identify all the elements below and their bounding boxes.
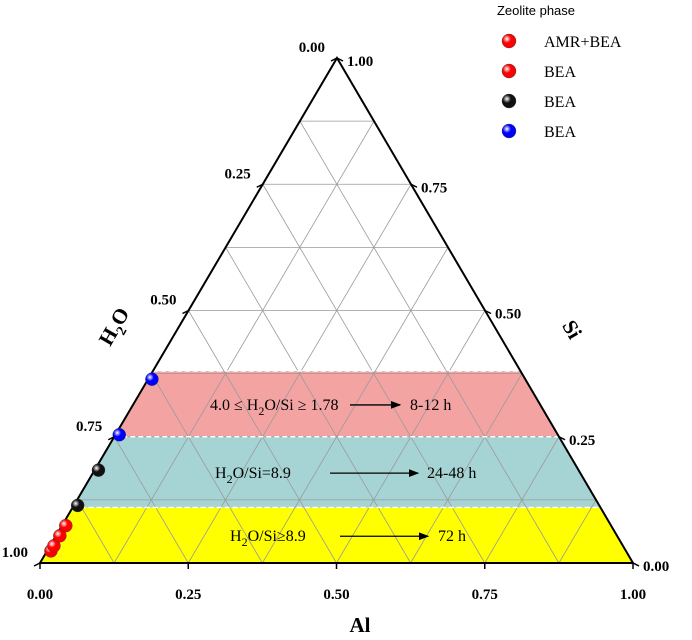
al-tick-label: 0.75 — [472, 587, 498, 603]
band-labels-layer: 4.0 ≤ H2O/Si ≥ 1.78 8-12 h H2O/Si=8.9 24-48… — [210, 397, 476, 549]
grid-line — [558, 499, 597, 564]
legend-label-3: BEA — [544, 94, 576, 111]
band-2-time: 24-48 h — [427, 465, 476, 482]
si-tick-label: 0.25 — [569, 433, 595, 449]
data-point — [70, 498, 85, 513]
legend-marker-3 — [501, 93, 517, 109]
legend-marker-2 — [501, 63, 517, 79]
svg-text:H2O: H2O — [94, 303, 139, 352]
h2o-tick-label: 1.00 — [2, 545, 28, 561]
h2o-tick-label: 0.00 — [299, 40, 325, 56]
legend-title: Zeolite phase — [497, 3, 575, 18]
grid-line — [410, 373, 523, 564]
band-1-time: 8-12 h — [410, 397, 451, 414]
data-point — [145, 372, 159, 386]
legend: Zeolite phase AMR+BEA BEA BEA BEA — [497, 3, 622, 141]
arrows-layer — [330, 401, 430, 541]
band-1-condition: 4.0 ≤ H2O/Si ≥ 1.78 — [210, 397, 338, 418]
legend-label-4: BEA — [544, 124, 576, 141]
left-axis-title: H2O — [94, 303, 139, 352]
grid-line — [225, 247, 411, 564]
band-2 — [72, 436, 601, 508]
h2o-tick-mark — [330, 57, 338, 62]
data-point — [91, 463, 106, 477]
si-tick-mark — [632, 562, 640, 567]
grid-line — [76, 499, 115, 564]
right-axis-title: Si — [557, 316, 587, 343]
ticks-layer: 0.00 0.25 0.50 0.75 1.00 0.00 0.25 0.50 0.75 1.00… — [2, 40, 670, 603]
data-point — [112, 428, 126, 442]
legend-marker-1 — [501, 33, 517, 49]
si-tick-label: 0.75 — [421, 180, 447, 196]
points-layer — [44, 372, 159, 558]
grid-line — [113, 436, 189, 564]
legend-label-2: BEA — [544, 64, 576, 81]
si-tick-label: 0.50 — [495, 307, 521, 323]
h2o-tick-label: 0.75 — [76, 419, 102, 435]
data-point — [47, 539, 61, 553]
data-point — [59, 518, 73, 533]
bands-layer — [40, 371, 633, 563]
band-2-condition: H2O/Si=8.9 — [215, 465, 291, 486]
al-tick-label: 1.00 — [620, 587, 646, 603]
grid-line — [151, 373, 263, 564]
grid-line — [113, 120, 375, 564]
band-3-condition: H2O/Si≥8.9 — [230, 528, 306, 549]
h2o-tick-mark — [107, 436, 115, 441]
al-tick-label: 0.25 — [175, 587, 201, 603]
si-tick-mark — [558, 436, 566, 441]
band-3-time: 72 h — [438, 528, 466, 545]
data-point — [53, 529, 67, 543]
si-tick-mark — [336, 57, 344, 62]
legend-marker-4 — [501, 123, 517, 139]
si-tick-label: 0.00 — [643, 559, 669, 575]
bottom-axis-title: Al — [350, 613, 371, 637]
left-axis-title-tail: O — [105, 303, 134, 329]
al-tick-label: 0.50 — [323, 587, 349, 603]
h2o-tick-mark — [256, 183, 264, 188]
si-tick-mark — [410, 183, 418, 188]
h2o-tick-label: 0.50 — [150, 293, 176, 309]
h2o-tick-mark — [33, 562, 41, 567]
si-tick-label: 1.00 — [347, 54, 373, 70]
al-tick-label: 0.00 — [27, 587, 53, 603]
grid-line — [299, 120, 560, 564]
h2o-tick-mark — [182, 309, 189, 315]
band-3 — [40, 507, 633, 563]
band-1 — [114, 371, 559, 437]
legend-label-1: AMR+BEA — [544, 34, 622, 51]
si-tick-mark — [484, 309, 492, 315]
h2o-tick-label: 0.25 — [225, 166, 251, 182]
grid-line — [484, 436, 560, 564]
